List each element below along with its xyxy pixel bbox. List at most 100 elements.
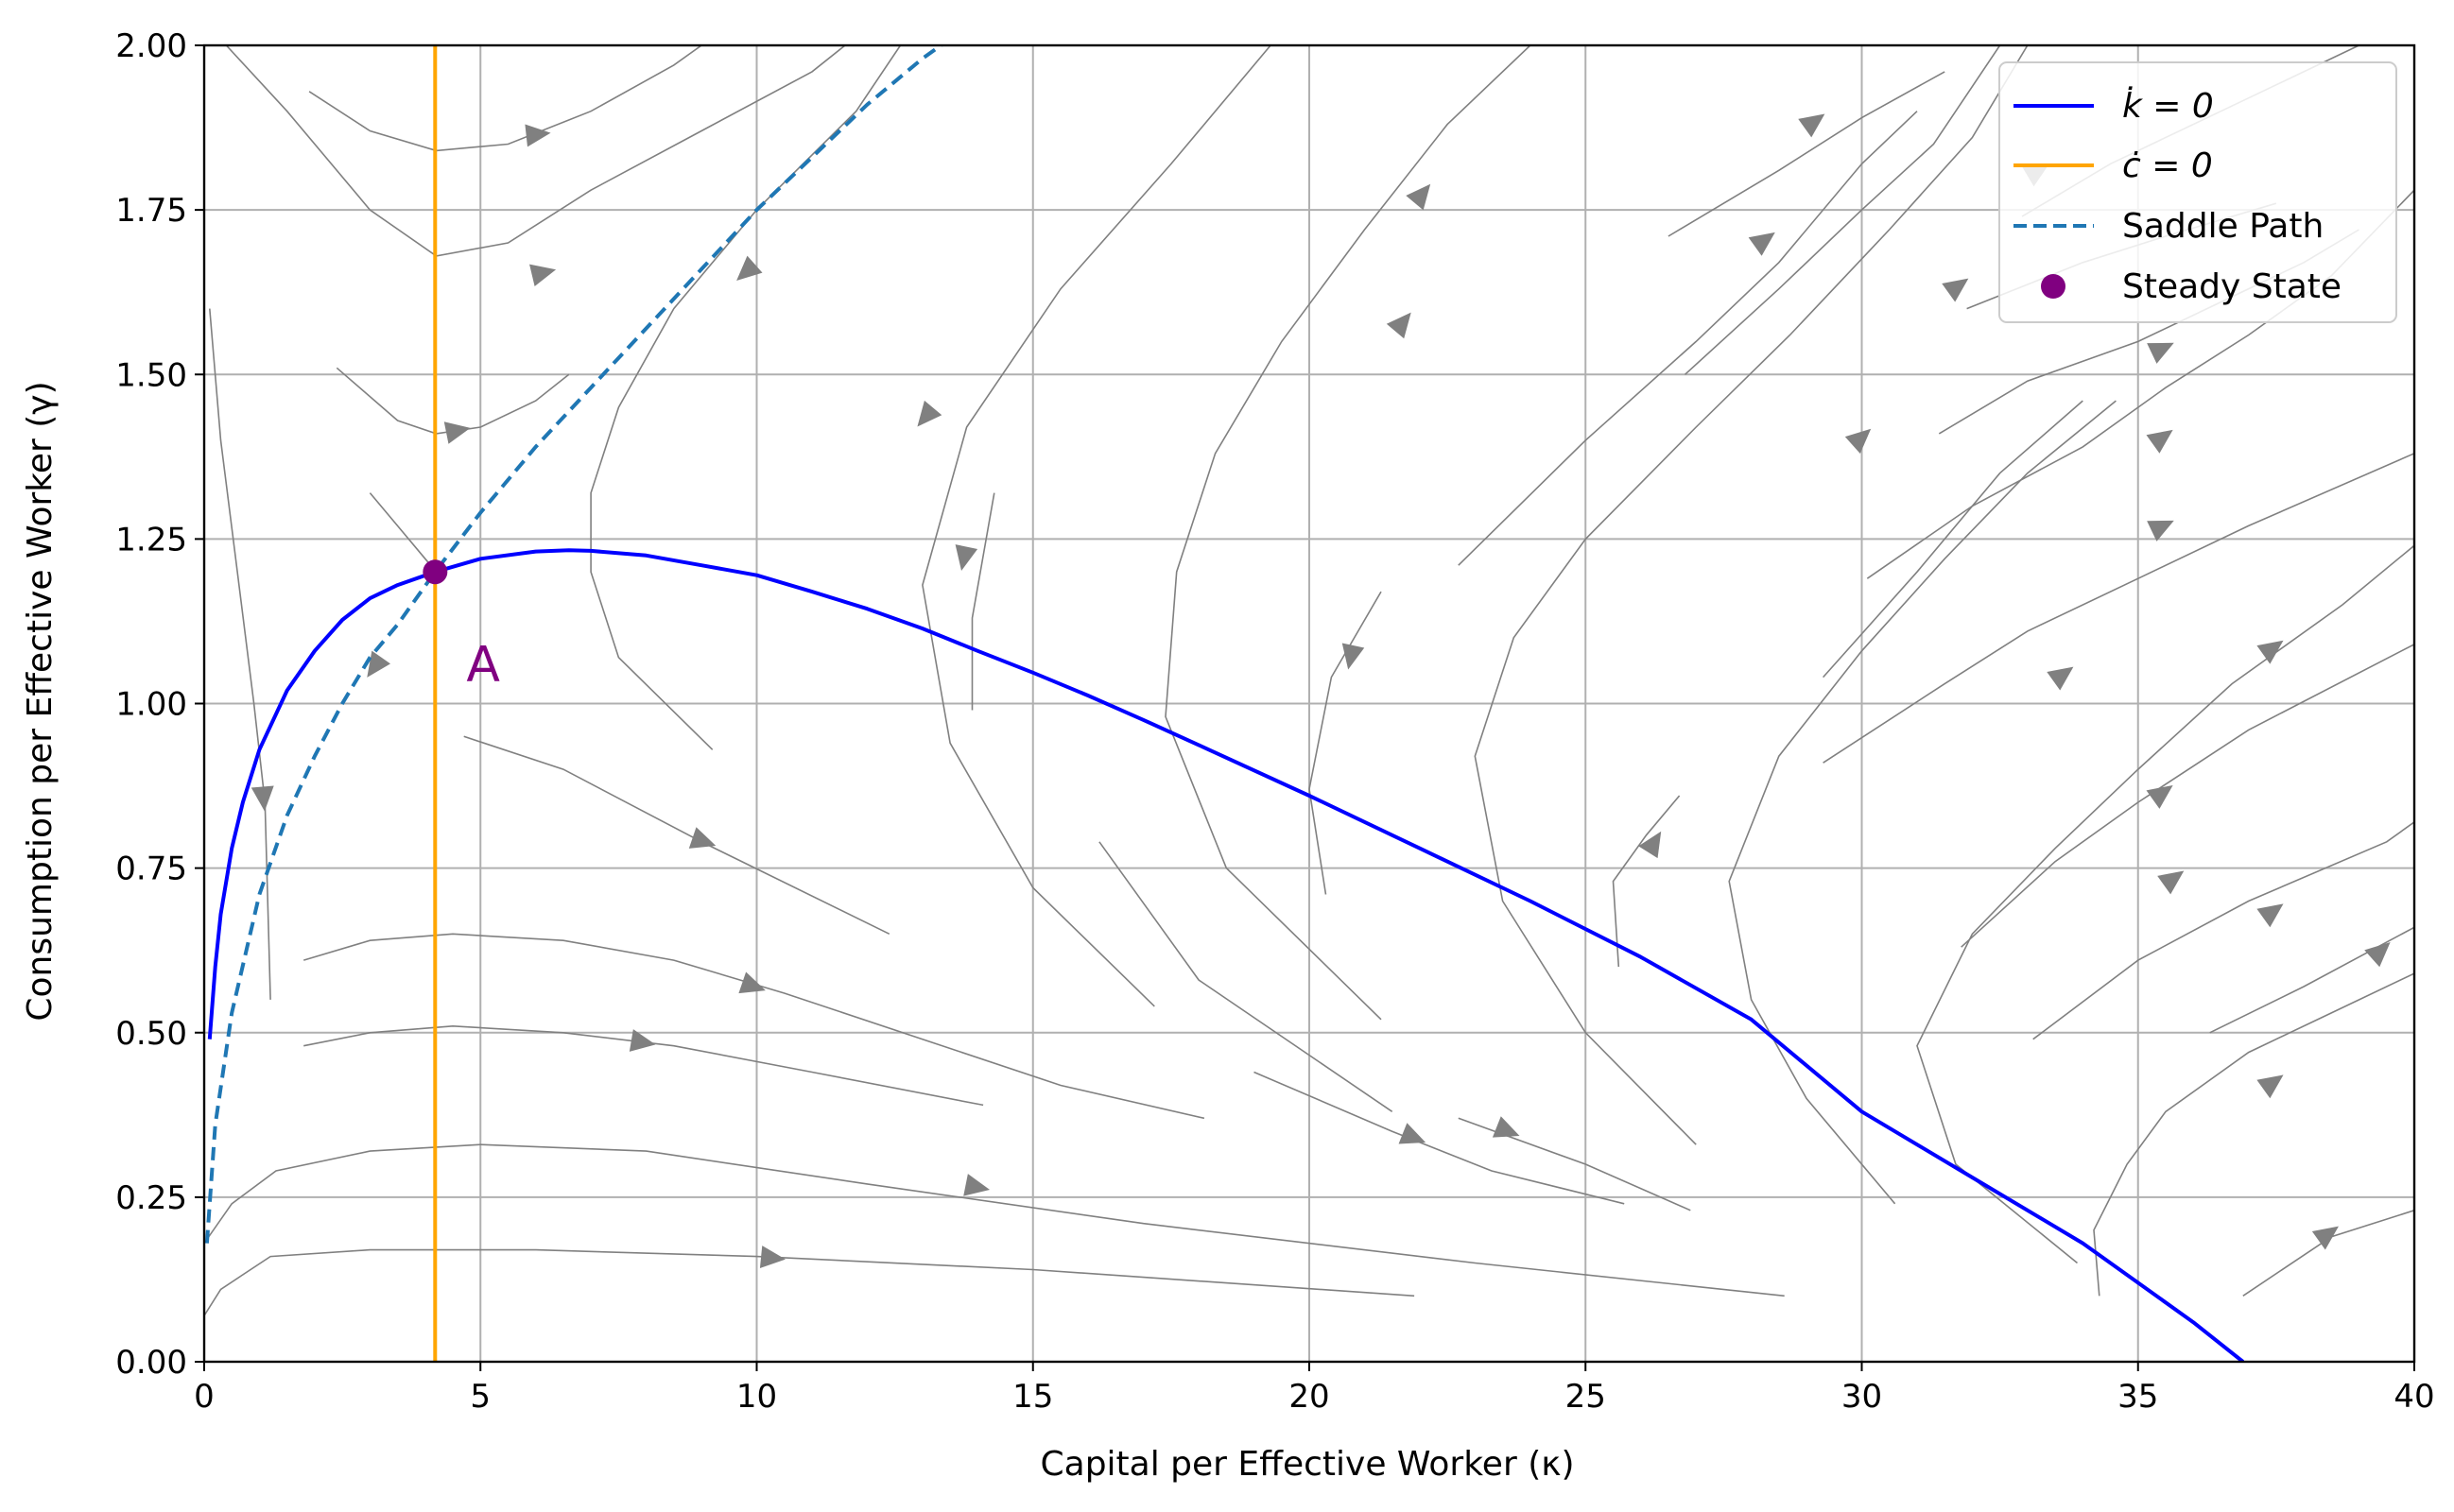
streamline <box>303 1024 984 1107</box>
steady-state-annotation: A <box>466 637 500 694</box>
streamline <box>209 308 271 1000</box>
stream-arrow <box>1406 183 1431 211</box>
streamline <box>1308 591 1382 895</box>
streamline <box>2242 1210 2414 1297</box>
stream-arrow <box>917 400 942 427</box>
x-axis-ticks: 0 5 10 15 20 25 30 35 40 <box>194 1362 2435 1416</box>
streamline <box>1668 71 1945 237</box>
stream-arrow <box>1492 1116 1520 1138</box>
stream-arrow <box>2047 666 2074 691</box>
x-axis-label: Capital per Effective Worker (κ) <box>1041 1445 1575 1484</box>
stream-arrow <box>2147 520 2174 541</box>
streamline <box>2032 821 2414 1040</box>
stream-arrow <box>629 1029 656 1052</box>
stream-arrow <box>688 827 717 849</box>
y-axis-ticks: 0.00 0.25 0.50 0.75 1.00 1.25 1.50 1.75 2.00 <box>115 27 204 1382</box>
stream-arrow <box>251 785 274 812</box>
stream-arrow <box>963 1174 991 1196</box>
streamline <box>2093 972 2414 1297</box>
x-tick-label: 40 <box>2394 1378 2434 1416</box>
streamline <box>1458 111 1918 566</box>
streamline <box>1916 544 2414 1264</box>
streamline <box>1684 45 2001 375</box>
streamline <box>1098 841 1393 1112</box>
streamline <box>1165 45 1531 1021</box>
stream-arrow <box>2256 903 2284 928</box>
series <box>204 45 2245 1362</box>
streamline <box>590 45 902 750</box>
streamline <box>1823 400 2083 679</box>
legend-c-dot-label: ċ = 0 <box>2122 146 2213 185</box>
stream-arrow <box>1398 1123 1426 1144</box>
x-tick-label: 30 <box>1841 1378 1882 1416</box>
stream-arrow <box>2147 342 2174 364</box>
stream-arrow <box>529 264 557 286</box>
stream-arrow <box>525 124 551 147</box>
legend-steady-marker <box>2041 274 2065 299</box>
stream-arrow <box>2364 942 2391 968</box>
legend-steady-label: Steady State <box>2122 267 2342 306</box>
x-tick-label: 25 <box>1565 1378 1606 1416</box>
x-tick-label: 5 <box>470 1378 491 1416</box>
streamline <box>225 45 846 257</box>
streamline <box>1474 45 2029 1145</box>
x-tick-label: 10 <box>736 1378 777 1416</box>
stream-arrow <box>1748 232 1775 256</box>
stream-arrow <box>1341 643 1365 670</box>
legend-saddle-label: Saddle Path <box>2122 207 2324 246</box>
legend: k̇ = 0 ċ = 0 Saddle Path Steady State <box>1998 61 2397 323</box>
y-tick-label: 1.50 <box>115 356 187 394</box>
streamline <box>308 45 702 152</box>
stream-arrow <box>1798 113 1825 138</box>
stream-arrow <box>759 1246 786 1268</box>
streamline <box>302 933 1205 1120</box>
streamline <box>1612 795 1681 968</box>
streamline <box>1728 400 2117 1205</box>
x-tick-label: 35 <box>2117 1378 2158 1416</box>
y-tick-label: 1.25 <box>115 521 187 558</box>
stream-arrow <box>443 421 471 444</box>
y-tick-label: 0.25 <box>115 1179 187 1217</box>
y-tick-label: 0.75 <box>115 850 187 888</box>
streamline <box>1961 644 2414 948</box>
legend-k-dot-label: k̇ = 0 <box>2122 86 2214 126</box>
x-tick-label: 15 <box>1012 1378 1053 1416</box>
streamline <box>463 735 890 936</box>
stream-arrow <box>1638 831 1662 859</box>
stream-arrow <box>2146 429 2173 454</box>
stream-arrow <box>2256 640 2284 664</box>
saddle-path-curve <box>204 45 944 1244</box>
stream-arrow <box>2256 1074 2284 1099</box>
streamline <box>1823 453 2414 764</box>
y-tick-label: 0.00 <box>115 1344 187 1382</box>
legend-box <box>1998 61 2397 323</box>
streamline <box>971 492 995 711</box>
streamline <box>922 45 1271 1007</box>
y-axis-label: Consumption per Effective Worker (γ) <box>21 381 60 1021</box>
stream-arrow <box>955 544 978 571</box>
x-tick-label: 0 <box>194 1378 215 1416</box>
stream-arrow <box>1942 278 1969 302</box>
streamline <box>204 1143 1785 1297</box>
x-tick-label: 20 <box>1288 1378 1329 1416</box>
stream-arrow <box>367 650 391 678</box>
stream-arrow <box>738 971 766 994</box>
markers <box>423 559 448 585</box>
streamline <box>369 492 438 573</box>
stream-arrow <box>736 255 763 281</box>
y-tick-label: 2.00 <box>115 27 187 65</box>
stream-arrow <box>2157 870 2185 895</box>
stream-arrow <box>1386 312 1411 339</box>
stream-arrow <box>1844 428 1872 455</box>
y-tick-label: 1.75 <box>115 192 187 230</box>
y-tick-label: 0.50 <box>115 1015 187 1053</box>
y-tick-label: 1.00 <box>115 686 187 724</box>
stream-arrow <box>2146 784 2173 809</box>
streamline <box>204 1248 1415 1316</box>
stream-arrow <box>2311 1226 2339 1250</box>
steady-state-marker <box>423 559 448 585</box>
k-dot-zero-curve <box>207 548 2245 1362</box>
streamline <box>2209 926 2414 1034</box>
